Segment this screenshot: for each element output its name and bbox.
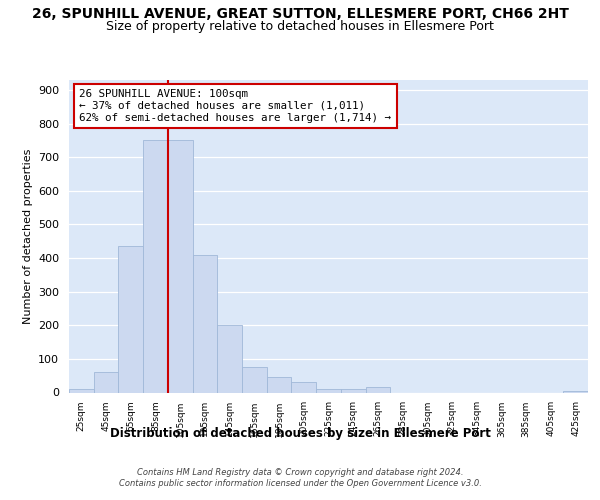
Bar: [217, 326, 242, 392]
Text: Size of property relative to detached houses in Ellesmere Port: Size of property relative to detached ho…: [106, 20, 494, 33]
Bar: [341, 389, 365, 392]
Bar: [94, 372, 118, 392]
Bar: [267, 378, 292, 392]
Bar: [242, 368, 267, 392]
Bar: [143, 140, 168, 392]
Bar: [118, 246, 143, 392]
Bar: [316, 389, 341, 392]
Bar: [168, 140, 193, 392]
Text: 26 SPUNHILL AVENUE: 100sqm
← 37% of detached houses are smaller (1,011)
62% of s: 26 SPUNHILL AVENUE: 100sqm ← 37% of deta…: [79, 90, 391, 122]
Y-axis label: Number of detached properties: Number of detached properties: [23, 148, 32, 324]
Bar: [292, 382, 316, 392]
Bar: [69, 389, 94, 392]
Text: 26, SPUNHILL AVENUE, GREAT SUTTON, ELLESMERE PORT, CH66 2HT: 26, SPUNHILL AVENUE, GREAT SUTTON, ELLES…: [32, 8, 568, 22]
Bar: [563, 391, 588, 392]
Bar: [365, 388, 390, 392]
Text: Contains HM Land Registry data © Crown copyright and database right 2024.
Contai: Contains HM Land Registry data © Crown c…: [119, 468, 481, 487]
Text: Distribution of detached houses by size in Ellesmere Port: Distribution of detached houses by size …: [110, 428, 490, 440]
Bar: [193, 254, 217, 392]
